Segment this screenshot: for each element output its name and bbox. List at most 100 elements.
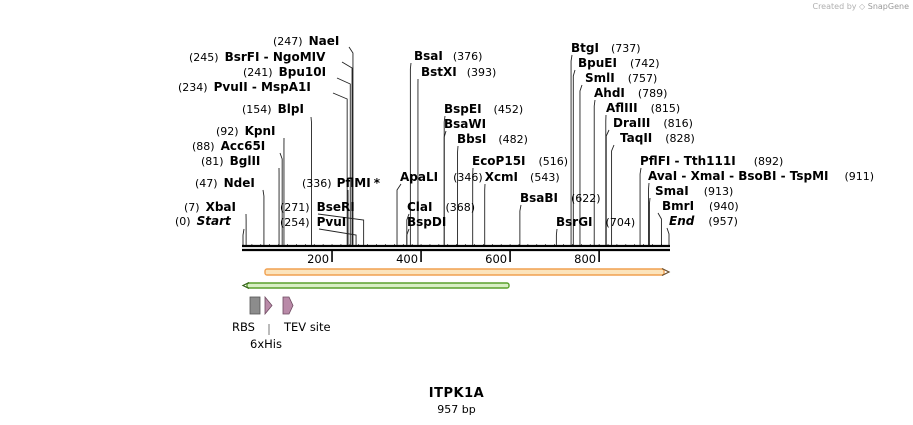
taqii-label[interactable]: TaqII bbox=[620, 131, 652, 145]
smli-label[interactable]: SmlI bbox=[585, 71, 615, 85]
svg-text:(7)XbaI: (7) XbaI bbox=[184, 200, 236, 214]
bsai-label[interactable]: BsaI bbox=[414, 49, 443, 63]
svg-text:BsaWI: BsaWI bbox=[444, 117, 486, 131]
clai-label[interactable]: ClaI bbox=[407, 200, 432, 214]
svg-text:TaqII(828): TaqII (828) bbox=[620, 131, 695, 145]
ecop15i-pos: (516) bbox=[539, 155, 569, 168]
blpi-pos: (154) bbox=[242, 103, 272, 116]
cut-site-leader bbox=[611, 144, 615, 245]
bsobi-label[interactable]: BsoBI bbox=[738, 169, 776, 183]
draiii-pos: (816) bbox=[663, 117, 693, 130]
pflfi-pos: (892) bbox=[754, 155, 784, 168]
ahdi-pos: (789) bbox=[638, 87, 668, 100]
credit-text: Created by bbox=[812, 2, 857, 11]
bstxi-label[interactable]: BstXI bbox=[421, 65, 457, 79]
bglii-pos: (81) bbox=[201, 155, 224, 168]
avai-label[interactable]: AvaI bbox=[648, 169, 677, 183]
end-pos: (957) bbox=[708, 215, 738, 228]
svg-text:EcoP15I(516): EcoP15I (516) bbox=[472, 154, 568, 168]
draiii-label[interactable]: DraIII bbox=[613, 116, 650, 130]
ahdi-label[interactable]: AhdI bbox=[594, 86, 625, 100]
rbs-feature[interactable] bbox=[249, 296, 261, 315]
ngomiv-label[interactable]: NgoMIV bbox=[273, 50, 326, 64]
pflfi-label[interactable]: PflFI bbox=[640, 154, 670, 168]
xcmi-label[interactable]: XcmI bbox=[485, 170, 518, 184]
tspmi-label[interactable]: TspMI bbox=[790, 169, 829, 183]
smai-pos: (913) bbox=[704, 185, 734, 198]
bpuei-label[interactable]: BpuEI bbox=[578, 56, 617, 70]
bsawi-label[interactable]: BsaWI bbox=[444, 117, 486, 131]
btgi-pos: (737) bbox=[611, 42, 641, 55]
kpni-label[interactable]: KpnI bbox=[245, 124, 276, 138]
cut-site-leader bbox=[657, 212, 662, 245]
bspdi-label[interactable]: BspDI bbox=[407, 215, 446, 229]
cut-site-leader bbox=[310, 116, 313, 245]
bpu10i-label[interactable]: Bpu10I bbox=[279, 65, 326, 79]
ruler-tick-label: 600 bbox=[485, 252, 507, 266]
svg-text:SmlI(757): SmlI (757) bbox=[585, 71, 657, 85]
clai-pos: (368) bbox=[445, 201, 475, 214]
pflmi-label[interactable]: PflMI bbox=[337, 176, 371, 190]
pvui-label[interactable]: PvuI bbox=[317, 215, 347, 229]
afliii-pos: (815) bbox=[651, 102, 681, 115]
bglii-label[interactable]: BglII bbox=[230, 154, 261, 168]
bspei-label[interactable]: BspEI bbox=[444, 102, 482, 116]
cut-site-leader bbox=[348, 46, 354, 245]
svg-text:BsaI(376): BsaI (376) bbox=[414, 49, 482, 63]
orf-arrow[interactable] bbox=[264, 267, 671, 277]
tev-site-feature[interactable] bbox=[282, 296, 294, 315]
apali-label[interactable]: ApaLI bbox=[400, 170, 438, 184]
snapgene-credit: Created by ◇ SnapGene bbox=[812, 2, 909, 11]
credit-brand: SnapGene bbox=[867, 2, 909, 11]
bsabi-pos: (622) bbox=[571, 192, 601, 205]
blpi-label[interactable]: BlpI bbox=[278, 102, 304, 116]
cut-site-leader bbox=[332, 92, 348, 245]
svg-text:(336)PflMI*: (336) PflMI * bbox=[302, 176, 381, 190]
bpu10i-pos: (241) bbox=[243, 66, 273, 79]
cut-site-leader bbox=[666, 227, 670, 245]
primer-arrow[interactable] bbox=[241, 281, 510, 290]
svg-text:BspEI(452): BspEI (452) bbox=[444, 102, 523, 116]
ecop15i-label[interactable]: EcoP15I bbox=[472, 154, 526, 168]
bbsi-label[interactable]: BbsI bbox=[457, 132, 486, 146]
end-label[interactable]: End bbox=[669, 214, 695, 228]
btgi-label[interactable]: BtgI bbox=[571, 41, 599, 55]
bsrfi-label[interactable]: BsrFI bbox=[225, 50, 260, 64]
start-label[interactable]: Start bbox=[197, 214, 232, 228]
smai-label[interactable]: SmaI bbox=[655, 184, 689, 198]
svg-text:BbsI(482): BbsI (482) bbox=[457, 132, 528, 146]
kpni-pos: (92) bbox=[216, 125, 239, 138]
cut-site-leader bbox=[639, 167, 642, 245]
svg-text:BmrI(940): BmrI (940) bbox=[662, 199, 739, 213]
svg-text:(271)BseRI: (271) BseRI bbox=[280, 200, 355, 214]
svg-text:ApaLI(346)XcmI(543): ApaLI (346) XcmI (543) bbox=[400, 170, 560, 184]
cut-site-leader bbox=[579, 84, 583, 245]
svg-text:SmaI(913): SmaI (913) bbox=[655, 184, 733, 198]
bsrgi-label[interactable]: BsrGI bbox=[556, 215, 593, 229]
cut-site-leader bbox=[593, 99, 596, 245]
rbs-label: RBS bbox=[232, 320, 255, 334]
his-tag-feature[interactable] bbox=[264, 295, 273, 316]
sequence-length: 957 bp bbox=[437, 403, 476, 416]
ndei-label[interactable]: NdeI bbox=[224, 176, 255, 190]
bsabi-label[interactable]: BsaBI bbox=[520, 191, 558, 205]
sequence-backbone bbox=[242, 244, 670, 252]
cut-site-leader bbox=[318, 228, 357, 245]
pflmi-pos: (336) bbox=[302, 177, 332, 190]
svg-text:BstXI(393): BstXI (393) bbox=[421, 65, 496, 79]
xbai-label[interactable]: XbaI bbox=[206, 200, 236, 214]
tth111i-label[interactable]: Tth111I bbox=[684, 154, 736, 168]
bseri-label[interactable]: BseRI bbox=[317, 200, 355, 214]
xmai-label[interactable]: XmaI bbox=[691, 169, 725, 183]
naei-label[interactable]: NaeI bbox=[309, 34, 340, 48]
acc65i-label[interactable]: Acc65I bbox=[221, 139, 266, 153]
smli-pos: (757) bbox=[628, 72, 658, 85]
afliii-label[interactable]: AflIII bbox=[606, 101, 638, 115]
bpuei-pos: (742) bbox=[630, 57, 660, 70]
mspa1i-label[interactable]: MspA1I bbox=[261, 80, 311, 94]
bspei-pos: (452) bbox=[494, 103, 524, 116]
pvuii-label[interactable]: PvuII bbox=[214, 80, 248, 94]
bmri-label[interactable]: BmrI bbox=[662, 199, 694, 213]
bsai-pos: (376) bbox=[453, 50, 483, 63]
